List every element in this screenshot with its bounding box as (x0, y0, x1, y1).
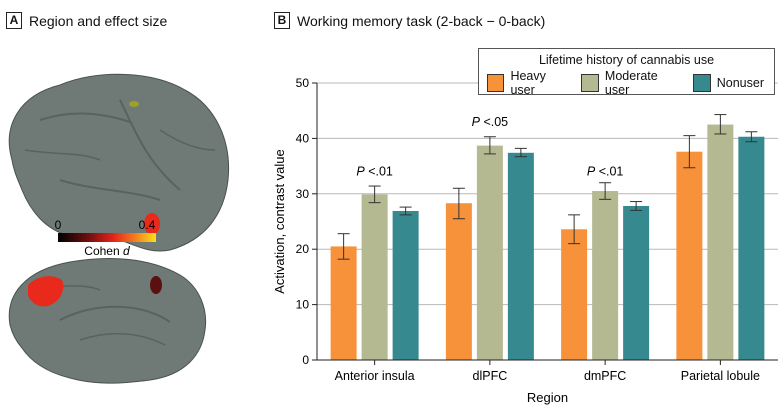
colorbar-gradient (58, 233, 156, 242)
panel-b-letter: B (274, 12, 290, 29)
brain-medial-surface (8, 258, 207, 384)
legend: Lifetime history of cannabis use Heavy u… (478, 48, 775, 97)
x-axis-label: Region (527, 390, 568, 405)
legend-item-nonuser: Nonuser (692, 74, 764, 92)
brain-lateral (8, 73, 230, 252)
significance-label: P <.01 (587, 165, 624, 179)
x-tick-label: dmPFC (584, 369, 626, 383)
bar (707, 124, 734, 360)
panel-a-title: Region and effect size (29, 12, 168, 29)
bar (507, 152, 534, 360)
x-tick-label: Anterior insula (335, 369, 415, 383)
legend-title: Lifetime history of cannabis use (538, 53, 715, 67)
legend-swatch-moderate-user (581, 74, 599, 92)
brain-figure: 0 0.4 Cohen d (8, 73, 230, 384)
y-tick-label: 40 (296, 131, 310, 145)
effect-size-colorbar: 0 0.4 Cohen d (55, 218, 156, 258)
dmpfc-activation-blob (28, 276, 64, 307)
y-tick-label: 10 (296, 298, 310, 312)
y-tick-label: 20 (296, 242, 310, 256)
bar (330, 246, 357, 360)
legend-items: Heavy user Moderate user Nonuser (487, 69, 774, 97)
y-tick-label: 30 (296, 187, 310, 201)
y-tick-label: 0 (302, 353, 309, 367)
y-tick-label: 50 (296, 76, 310, 90)
bar (445, 203, 472, 360)
significance-label: P <.01 (356, 165, 393, 179)
significance-label: P <.05 (472, 115, 509, 129)
bar (623, 205, 650, 360)
bar (592, 191, 619, 360)
colorbar-min-label: 0 (55, 218, 62, 232)
dlpfc-activation-blob (129, 101, 139, 107)
legend-label-nonuser: Nonuser (716, 76, 764, 90)
bar (561, 229, 588, 360)
panel-a-header: A Region and effect size (6, 12, 167, 29)
axis-layer: 0 10 20 30 40 50 Anterior insula dlPFC dmPFC Pari… (296, 76, 778, 383)
bar (676, 151, 703, 360)
insula-activation-blob (144, 213, 160, 235)
legend-swatch-heavy-user (487, 74, 505, 92)
bar (392, 210, 419, 360)
legend-label-moderate-user: Moderate user (604, 69, 658, 97)
bars-layer (330, 114, 765, 360)
legend-swatch-nonuser (692, 74, 711, 92)
panel-a-letter: A (6, 12, 22, 29)
legend-label-heavy-user: Heavy user (510, 69, 546, 97)
x-tick-label: dlPFC (473, 369, 508, 383)
y-axis-label: Activation, contrast value (272, 149, 287, 294)
bar (738, 136, 765, 360)
bar (361, 194, 388, 360)
legend-item-moderate-user: Moderate user (581, 69, 682, 97)
parietal-activation-blob (150, 276, 162, 294)
colorbar-max-label: 0.4 (139, 218, 156, 232)
panel-b-header: B Working memory task (2-back − 0-back) (274, 12, 545, 29)
panel-b-title: Working memory task (2-back − 0-back) (297, 12, 546, 29)
brain-medial (8, 258, 207, 384)
colorbar-label: Cohen d (84, 244, 130, 258)
bar (476, 145, 503, 360)
x-tick-label: Parietal lobule (681, 369, 760, 383)
legend-item-heavy-user: Heavy user (487, 69, 571, 97)
brain-lateral-surface (8, 73, 230, 252)
